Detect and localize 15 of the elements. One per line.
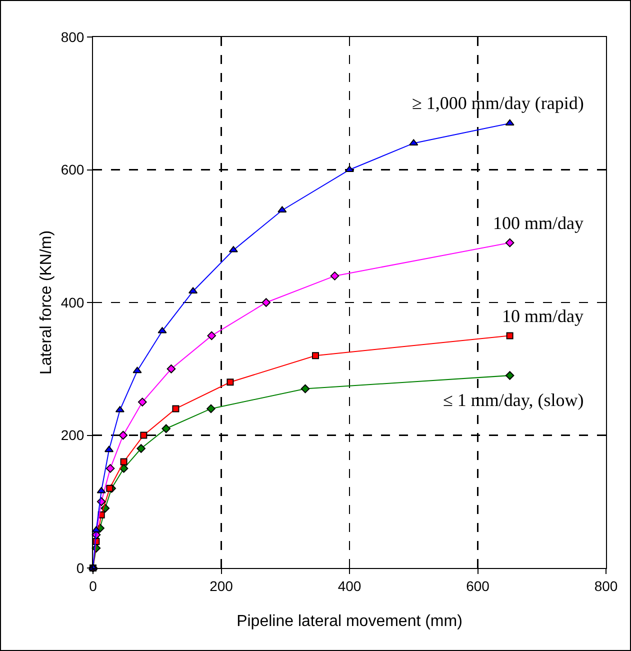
x-tick-label: 0 (89, 578, 98, 594)
series-label: ≥ 1,000 mm/day (rapid) (412, 93, 584, 113)
x-tick-label: 600 (466, 578, 490, 594)
x-tick-label: 200 (210, 578, 234, 594)
y-tick-label: 400 (60, 294, 84, 310)
y-tick-label: 200 (60, 427, 84, 444)
y-tick-label: 600 (60, 162, 84, 178)
x-axis-title: Pipeline lateral movement (mm) (236, 613, 462, 630)
series-label: 100 mm/day (493, 213, 584, 233)
series-label: 10 mm/day (502, 306, 584, 326)
x-tick-label: 400 (338, 578, 362, 594)
y-tick-label: 0 (76, 560, 84, 576)
x-tick-label: 800 (594, 578, 618, 594)
y-axis-title: Lateral force (KN/m) (38, 230, 55, 375)
y-tick-label: 800 (60, 28, 84, 45)
